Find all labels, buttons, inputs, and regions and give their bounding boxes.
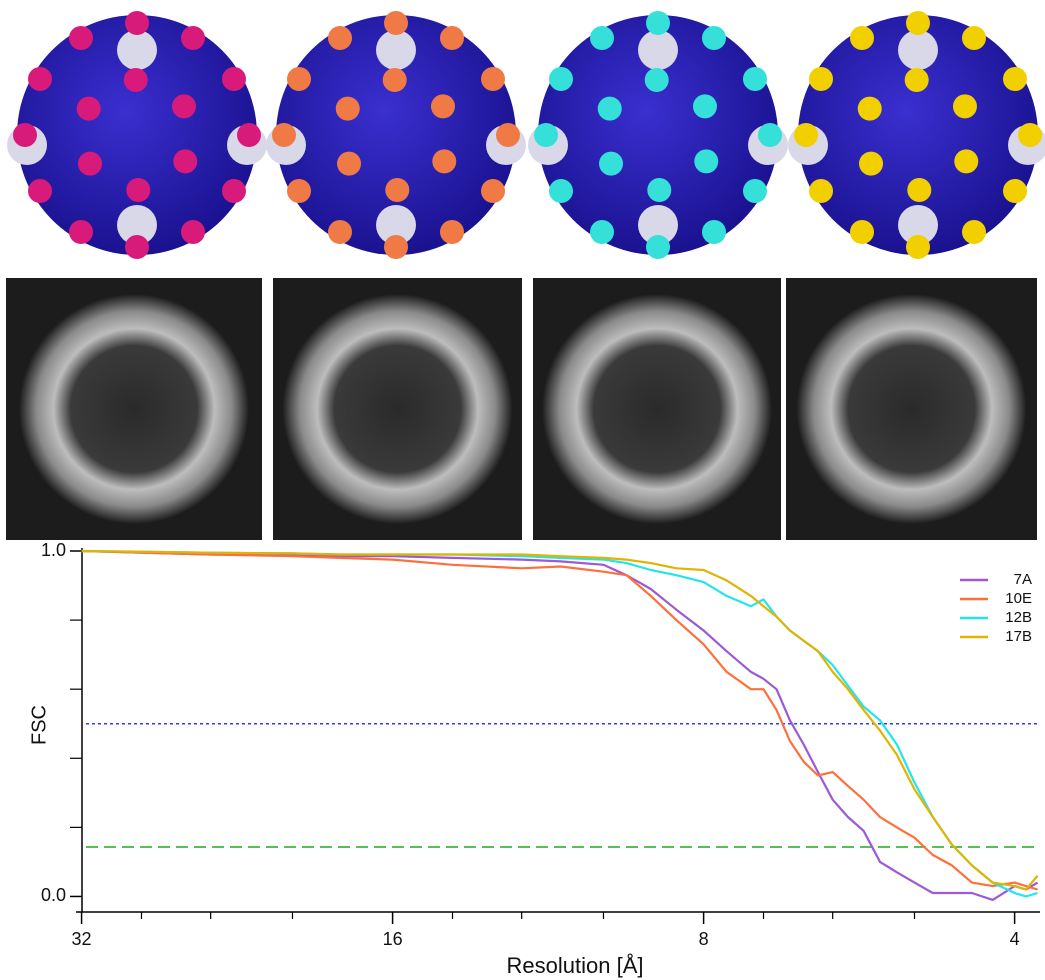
capsid-vertex bbox=[117, 30, 157, 70]
antibody-blob bbox=[646, 235, 670, 259]
fsc-line bbox=[82, 551, 1038, 890]
antibody-blob bbox=[172, 94, 196, 118]
antibody-blob bbox=[440, 220, 464, 244]
antibody-blob bbox=[126, 178, 150, 202]
antibody-blob bbox=[77, 97, 101, 121]
antibody-blob bbox=[743, 179, 767, 203]
antibody-blob bbox=[534, 123, 558, 147]
legend-label: 7A bbox=[1014, 571, 1032, 588]
y-tick-label: 1.0 bbox=[41, 540, 66, 560]
antibody-blob bbox=[328, 220, 352, 244]
antibody-blob bbox=[78, 152, 102, 176]
antibody-blob bbox=[1003, 67, 1027, 91]
capsid-vertex bbox=[638, 30, 678, 70]
antibody-blob bbox=[337, 152, 361, 176]
capsid-renders bbox=[7, 11, 1045, 259]
legend-label: 12B bbox=[1005, 609, 1032, 626]
capsid-vertex bbox=[898, 30, 938, 70]
x-tick-label: 16 bbox=[383, 929, 403, 949]
antibody-blob bbox=[431, 94, 455, 118]
antibody-blob bbox=[1018, 123, 1042, 147]
antibody-blob bbox=[907, 178, 931, 202]
antibody-blob bbox=[758, 123, 782, 147]
slice-density bbox=[19, 294, 249, 524]
antibody-blob bbox=[962, 220, 986, 244]
fsc-line bbox=[82, 551, 1038, 890]
slice-density bbox=[797, 294, 1027, 524]
antibody-blob bbox=[222, 179, 246, 203]
y-axis-label: FSC bbox=[28, 705, 50, 745]
x-axis-label: Resolution [Å] bbox=[507, 953, 644, 978]
antibody-blob bbox=[328, 26, 352, 50]
antibody-blob bbox=[743, 67, 767, 91]
antibody-blob bbox=[336, 97, 360, 121]
antibody-blob bbox=[906, 235, 930, 259]
antibody-blob bbox=[850, 26, 874, 50]
antibody-blob bbox=[69, 220, 93, 244]
antibody-blob bbox=[383, 68, 407, 92]
antibody-blob bbox=[794, 123, 818, 147]
antibody-blob bbox=[125, 11, 149, 35]
antibody-blob bbox=[809, 67, 833, 91]
antibody-blob bbox=[590, 220, 614, 244]
antibody-blob bbox=[237, 123, 261, 147]
antibody-blob bbox=[222, 67, 246, 91]
antibody-blob bbox=[287, 179, 311, 203]
antibody-blob bbox=[646, 11, 670, 35]
x-tick-label: 4 bbox=[1010, 929, 1020, 949]
antibody-blob bbox=[809, 179, 833, 203]
x-tick-label: 8 bbox=[699, 929, 709, 949]
antibody-blob bbox=[181, 220, 205, 244]
antibody-blob bbox=[954, 149, 978, 173]
antibody-blob bbox=[385, 178, 409, 202]
antibody-blob bbox=[28, 179, 52, 203]
antibody-blob bbox=[384, 235, 408, 259]
antibody-blob bbox=[859, 152, 883, 176]
antibody-blob bbox=[287, 67, 311, 91]
antibody-blob bbox=[69, 26, 93, 50]
antibody-blob bbox=[953, 94, 977, 118]
antibody-blob bbox=[13, 123, 37, 147]
legend-label: 10E bbox=[1005, 590, 1032, 607]
antibody-blob bbox=[906, 11, 930, 35]
antibody-blob bbox=[481, 179, 505, 203]
antibody-blob bbox=[645, 68, 669, 92]
antibody-blob bbox=[702, 220, 726, 244]
antibody-blob bbox=[693, 94, 717, 118]
antibody-blob bbox=[549, 67, 573, 91]
antibody-blob bbox=[694, 149, 718, 173]
antibody-blob bbox=[173, 149, 197, 173]
antibody-blob bbox=[481, 67, 505, 91]
fsc-plot: Resolution [Å] FSC 1.0 0.0 32 16 8 4 7A 10E 12B 1… bbox=[28, 540, 1040, 978]
antibody-blob bbox=[1003, 179, 1027, 203]
density-slices bbox=[6, 278, 1037, 540]
antibody-blob bbox=[598, 97, 622, 121]
antibody-blob bbox=[496, 123, 520, 147]
capsid-vertex bbox=[376, 30, 416, 70]
legend-label: 17B bbox=[1005, 628, 1032, 645]
antibody-blob bbox=[28, 67, 52, 91]
antibody-blob bbox=[850, 220, 874, 244]
slice-density bbox=[283, 294, 513, 524]
antibody-blob bbox=[124, 68, 148, 92]
antibody-blob bbox=[962, 26, 986, 50]
slice-density bbox=[542, 294, 772, 524]
figure: Resolution [Å] FSC 1.0 0.0 32 16 8 4 7A 10E 12B 1… bbox=[0, 0, 1045, 980]
antibody-blob bbox=[647, 178, 671, 202]
antibody-blob bbox=[590, 26, 614, 50]
antibody-blob bbox=[549, 179, 573, 203]
x-tick-label: 32 bbox=[72, 929, 92, 949]
antibody-blob bbox=[384, 11, 408, 35]
y-tick-label: 0.0 bbox=[41, 885, 66, 905]
antibody-blob bbox=[858, 97, 882, 121]
antibody-blob bbox=[905, 68, 929, 92]
antibody-blob bbox=[440, 26, 464, 50]
antibody-blob bbox=[181, 26, 205, 50]
antibody-blob bbox=[432, 149, 456, 173]
antibody-blob bbox=[272, 123, 296, 147]
antibody-blob bbox=[599, 152, 623, 176]
antibody-blob bbox=[702, 26, 726, 50]
antibody-blob bbox=[125, 235, 149, 259]
